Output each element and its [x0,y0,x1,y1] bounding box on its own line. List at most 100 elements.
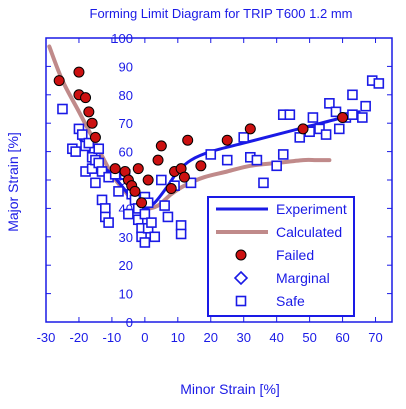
y-tick-label: 60 [119,145,133,160]
safe-marker [146,217,157,228]
y-axis-label: Major Strain [%] [5,132,21,232]
safe-marker [162,211,174,223]
failed-marker [86,117,98,129]
legend-label-safe: Safe [276,293,305,309]
safe-marker [221,154,233,166]
y-tick-label: 90 [119,59,133,74]
x-tick-label: -30 [37,330,56,345]
y-tick-label: 10 [119,287,133,302]
y-tick-label: 100 [111,31,133,46]
legend: Experiment Calculated Failed Marginal Safe [207,196,355,317]
failed-marker [109,163,121,175]
experiment-curve [77,110,361,211]
x-tick-label: -10 [103,330,122,345]
failed-marker [244,123,256,135]
y-tick-label: 70 [119,116,133,131]
safe-marker [333,123,345,135]
failed-marker [132,163,144,175]
safe-marker [139,237,151,248]
failed-marker [195,160,207,172]
safe-marker [156,174,167,186]
safe-marker [57,103,68,115]
safe-marker [159,200,170,211]
safe-marker [284,109,296,120]
safe-marker [258,177,269,189]
x-tick-label: 0 [141,330,148,345]
legend-swatch-marginal [233,270,249,286]
safe-marker [330,106,342,118]
chart-title: Forming Limit Diagram for TRIP T600 1.2 … [90,6,353,21]
x-tick-label: -20 [70,330,89,345]
safe-marker [96,166,108,177]
failed-marker [221,134,233,146]
safe-marker [139,208,151,220]
legend-label-marginal: Marginal [276,270,330,286]
failed-marker [73,66,85,78]
failed-marker [80,92,92,104]
failed-marker [83,106,95,118]
safe-marker [76,129,88,140]
safe-marker [307,112,319,123]
safe-marker [185,177,197,189]
x-tick-label: 40 [269,330,283,345]
safe-marker [314,123,325,135]
safe-marker [238,132,250,143]
x-tick-label: 50 [302,330,316,345]
safe-marker [70,146,81,157]
safe-marker [347,89,358,101]
safe-marker [205,149,217,160]
safe-marker [93,157,105,169]
safe-marker [83,137,95,149]
legend-swatch-safe [235,295,247,307]
safe-marker [175,220,187,231]
safe-marker [320,129,332,140]
failed-marker [178,171,190,183]
failed-marker [165,183,177,195]
safe-marker [175,228,187,240]
failed-marker [129,185,141,197]
y-tick-label: 20 [119,258,133,273]
safe-marker [113,186,124,197]
failed-marker [152,154,164,166]
safe-marker [103,217,114,228]
safe-marker [360,100,371,112]
failed-marker [297,123,309,135]
failed-marker [136,197,148,209]
x-tick-label: 10 [171,330,185,345]
failed-marker [53,75,65,87]
safe-marker [324,98,335,109]
x-tick-label: 60 [335,330,349,345]
safe-marker [100,203,111,214]
y-tick-label: 80 [119,88,133,103]
series-markers [53,66,385,248]
failed-marker [89,131,101,143]
legend-swatch-failed [235,249,247,261]
safe-marker [251,154,263,166]
y-tick-label: 30 [119,230,133,245]
x-tick-label: 30 [236,330,250,345]
safe-marker [373,78,385,89]
failed-marker [155,140,167,152]
safe-marker [96,194,108,206]
y-axis-label-group: Major Strain [%] [5,132,21,232]
failed-marker [142,174,154,186]
safe-marker [277,149,289,160]
x-tick-label: 70 [368,330,382,345]
failed-marker [182,134,194,146]
legend-label-calculated: Calculated [276,224,342,240]
safe-marker [271,160,282,172]
legend-box [207,196,355,317]
x-tick-label: 20 [204,330,218,345]
safe-marker [149,231,161,243]
safe-marker [347,109,358,120]
safe-marker [357,112,368,123]
failed-marker [337,112,349,124]
safe-marker [93,143,105,155]
safe-marker [123,208,134,220]
y-tick-label: 0 [126,315,133,330]
x-axis-label: Minor Strain [%] [180,381,280,397]
legend-label-experiment: Experiment [276,201,347,217]
safe-marker [90,177,101,189]
